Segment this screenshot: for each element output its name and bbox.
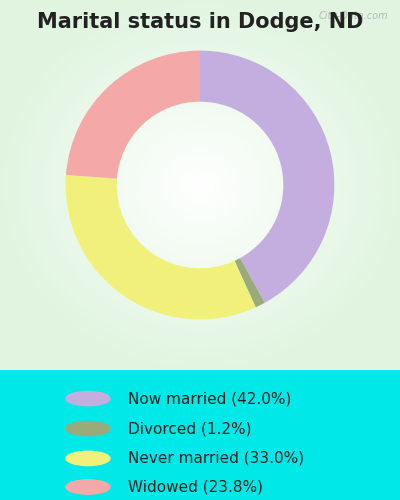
Wedge shape	[66, 175, 256, 320]
Circle shape	[66, 392, 110, 406]
Text: Now married (42.0%): Now married (42.0%)	[128, 391, 291, 406]
Circle shape	[66, 451, 110, 466]
Text: City-Data.com: City-Data.com	[318, 11, 388, 21]
Circle shape	[66, 480, 110, 494]
Circle shape	[66, 422, 110, 436]
Wedge shape	[200, 50, 334, 303]
Wedge shape	[234, 258, 265, 308]
Wedge shape	[66, 50, 200, 178]
Text: Widowed (23.8%): Widowed (23.8%)	[128, 480, 263, 494]
Text: Never married (33.0%): Never married (33.0%)	[128, 451, 304, 466]
Text: Marital status in Dodge, ND: Marital status in Dodge, ND	[37, 12, 363, 32]
Text: Divorced (1.2%): Divorced (1.2%)	[128, 421, 252, 436]
